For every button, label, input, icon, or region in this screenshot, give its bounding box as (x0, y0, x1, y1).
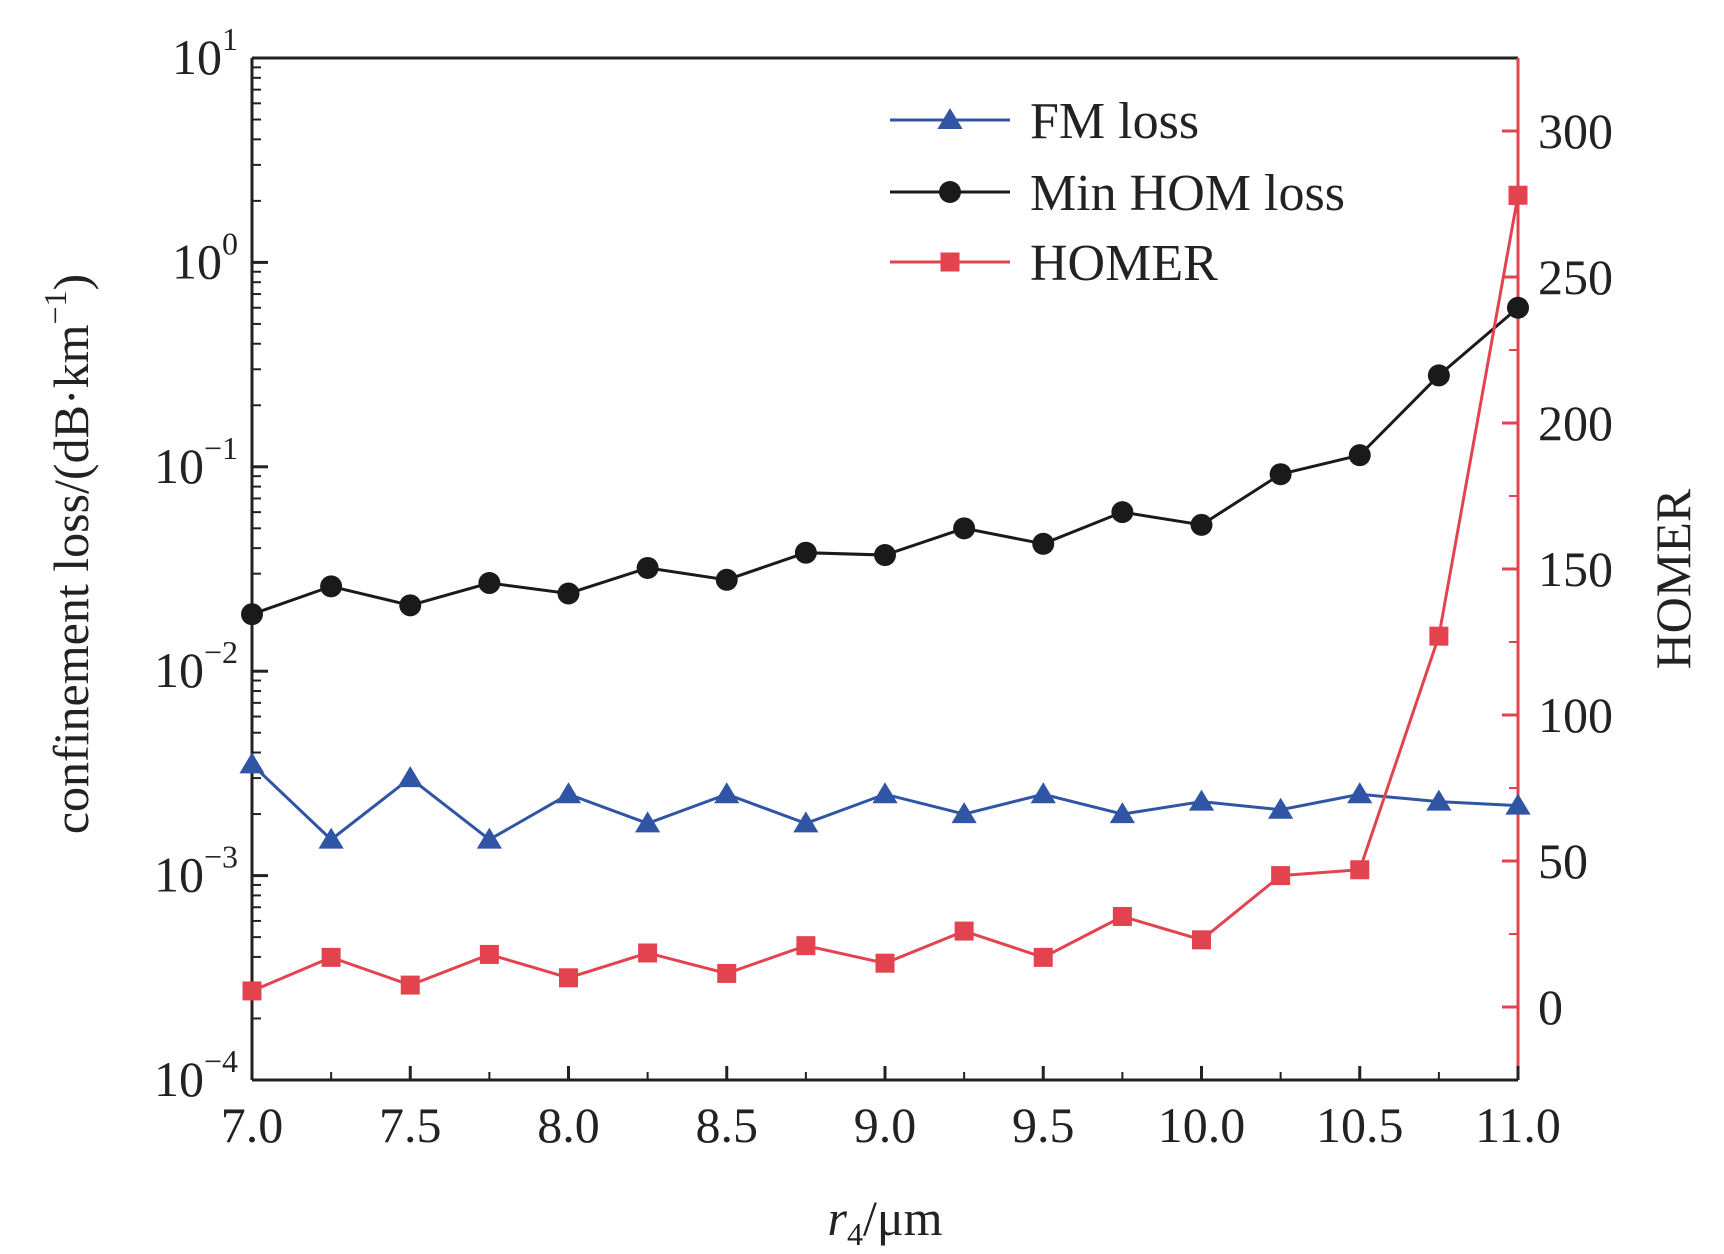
data-point-homer (400, 975, 420, 995)
data-point-min-hom-loss (636, 556, 659, 579)
data-point-fm-loss (555, 782, 582, 804)
data-point-min-hom-loss (715, 568, 738, 591)
data-point-min-hom-loss (1427, 364, 1450, 387)
x-axis-title: r4/μm (827, 1190, 942, 1252)
data-point-homer (875, 953, 895, 973)
y-right-axis-title: HOMER (1645, 488, 1701, 669)
data-point-fm-loss (1030, 782, 1056, 804)
y-right-tick-label: 50 (1538, 833, 1588, 889)
data-point-fm-loss (397, 766, 423, 788)
data-point-homer (1508, 185, 1528, 205)
y-left-tick-label: 100 (172, 225, 238, 289)
data-point-homer (1350, 860, 1370, 880)
data-point-fm-loss (1347, 782, 1373, 804)
data-point-min-hom-loss (1269, 463, 1292, 486)
data-point-min-hom-loss (1348, 444, 1371, 467)
data-point-min-hom-loss (874, 544, 896, 567)
series-layer (239, 185, 1531, 1001)
data-point-fm-loss (872, 782, 898, 804)
x-tick-label: 10.5 (1316, 1097, 1404, 1153)
legend-swatch-marker (937, 108, 963, 129)
data-point-homer (479, 944, 499, 964)
y-left-tick-label: 10−1 (154, 430, 238, 494)
data-point-homer (1112, 906, 1132, 926)
data-point-fm-loss (714, 782, 740, 804)
data-point-fm-loss (318, 827, 344, 849)
series-line-homer (251, 194, 1520, 993)
data-point-fm-loss (793, 811, 819, 833)
legend-item-homer: HOMER (890, 235, 1218, 292)
data-point-fm-loss (239, 752, 265, 774)
y-left-tick-label: 10−2 (154, 634, 238, 698)
y-right-tick-label: 250 (1538, 249, 1613, 305)
data-point-min-hom-loss (953, 517, 976, 540)
series-line-min-hom-loss (251, 306, 1519, 616)
y-right-tick-label: 150 (1538, 541, 1613, 597)
y-right-tick-label: 200 (1538, 395, 1613, 451)
y-right-tick-label: 300 (1538, 103, 1613, 159)
data-point-homer (1033, 947, 1053, 967)
y-right-tick-label: 100 (1538, 687, 1613, 743)
series-min-hom-loss (241, 296, 1529, 626)
legend-label: FM loss (1030, 93, 1199, 150)
data-point-homer (559, 968, 578, 988)
data-point-min-hom-loss (794, 541, 817, 564)
series-homer (242, 185, 1528, 1001)
legend-item-min-hom-loss: Min HOM loss (890, 165, 1345, 222)
data-point-homer (954, 921, 974, 941)
x-tick-label: 8.5 (696, 1097, 759, 1153)
legend: FM loss Min HOM loss HOMER (890, 93, 1345, 292)
x-tick-label: 8.0 (537, 1097, 600, 1153)
data-point-fm-loss (1188, 789, 1215, 811)
legend-label: Min HOM loss (1030, 165, 1345, 222)
data-point-fm-loss (476, 827, 502, 849)
data-point-homer (717, 963, 737, 983)
data-point-homer (796, 936, 816, 956)
data-point-min-hom-loss (320, 575, 343, 598)
y-left-tick-label: 10−3 (154, 839, 238, 903)
data-point-fm-loss (1109, 802, 1135, 824)
y-left-tick-label: 10−4 (154, 1043, 238, 1107)
data-point-min-hom-loss (478, 572, 501, 595)
data-point-homer (242, 981, 262, 1001)
data-point-fm-loss (1505, 793, 1531, 815)
data-point-fm-loss (635, 811, 661, 833)
x-tick-label: 7.5 (379, 1097, 442, 1153)
data-point-min-hom-loss (1190, 513, 1213, 536)
y-right-tick-label: 0 (1538, 979, 1563, 1035)
data-point-min-hom-loss (1507, 296, 1529, 319)
data-point-fm-loss (951, 802, 977, 824)
x-tick-label: 10.0 (1158, 1097, 1246, 1153)
data-point-homer (1192, 930, 1211, 950)
data-point-homer (321, 947, 341, 967)
x-tick-label: 7.0 (221, 1097, 284, 1153)
y-left-tick-label: 101 (172, 21, 238, 85)
data-point-min-hom-loss (1111, 501, 1134, 524)
x-tick-label: 9.5 (1012, 1097, 1075, 1153)
data-point-min-hom-loss (399, 594, 422, 617)
data-point-fm-loss (1268, 797, 1294, 819)
data-point-fm-loss (1426, 789, 1452, 811)
data-point-min-hom-loss (241, 603, 263, 626)
x-tick-label: 9.0 (854, 1097, 917, 1153)
data-point-homer (1429, 626, 1449, 646)
labels-layer: 7.0 7.5 8.0 8.5 9.0 9.5 10.0 10.5 11.0 101 100 10−1… (37, 21, 1701, 1252)
x-tick-label: 11.0 (1475, 1097, 1561, 1153)
legend-swatch-marker (939, 181, 961, 203)
data-point-min-hom-loss (557, 582, 580, 605)
legend-item-fm-loss: FM loss (890, 93, 1199, 150)
series-fm-loss (239, 752, 1531, 849)
legend-label: HOMER (1030, 235, 1218, 292)
legend-swatch-marker (940, 252, 960, 272)
data-point-homer (638, 943, 658, 963)
data-point-min-hom-loss (1032, 532, 1055, 555)
data-point-homer (1271, 866, 1291, 886)
y-left-axis-title: confinement loss/(dB·km−1) (37, 274, 99, 834)
